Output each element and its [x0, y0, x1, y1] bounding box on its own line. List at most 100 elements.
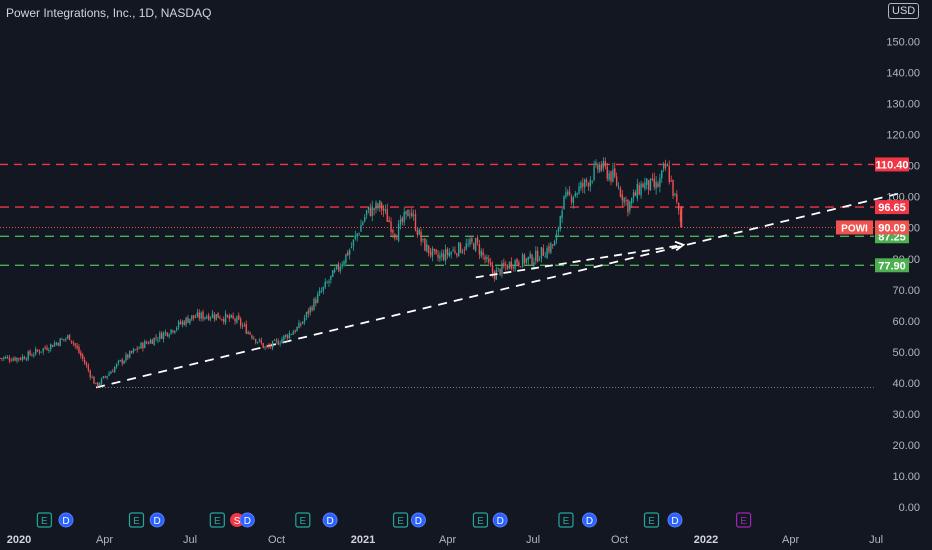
price-axis[interactable]: 0.0010.0020.0030.0040.0050.0060.0070.008…	[886, 37, 920, 514]
currency-button[interactable]: USD	[888, 3, 920, 19]
dividend-icon[interactable]: D	[58, 512, 74, 528]
candle	[115, 363, 118, 369]
candle	[501, 260, 503, 278]
candle	[202, 309, 204, 322]
candle	[0, 357, 1, 359]
level-tag-text: 96.65	[878, 202, 906, 214]
dividend-icon[interactable]: D	[239, 512, 255, 528]
candle	[183, 319, 185, 326]
earnings-icon[interactable]: E	[36, 512, 52, 528]
candle	[552, 244, 554, 249]
candle	[454, 246, 456, 255]
earnings-icon[interactable]: E	[392, 512, 409, 528]
candle	[591, 180, 593, 185]
candle	[279, 340, 281, 347]
candle	[478, 240, 481, 260]
candle	[223, 316, 225, 325]
earnings-icon[interactable]: E	[128, 512, 145, 528]
candle	[12, 356, 14, 362]
candle	[484, 254, 486, 264]
time-axis[interactable]: 2020 Apr Jul Oct 2021 Apr Jul Oct 2022 Apr Jul	[7, 534, 883, 546]
candle	[187, 314, 189, 323]
candle	[251, 334, 253, 340]
candle	[360, 219, 362, 232]
candle	[520, 266, 522, 268]
candle	[168, 332, 170, 339]
earnings-icon[interactable]: E	[472, 512, 489, 528]
svg-text:E: E	[648, 516, 655, 527]
candle	[350, 242, 353, 249]
earnings-icon[interactable]: E	[735, 512, 752, 528]
candle	[145, 340, 148, 345]
candle	[129, 350, 131, 359]
candle	[636, 178, 639, 202]
candle	[125, 352, 127, 363]
candle	[523, 253, 526, 267]
candle	[516, 257, 518, 265]
candle	[83, 356, 86, 365]
candle	[617, 182, 620, 190]
split-icon[interactable]: S	[230, 513, 245, 527]
candle	[42, 347, 44, 355]
candle	[668, 160, 670, 185]
candle	[593, 160, 595, 182]
candle	[587, 181, 590, 191]
dividend-icon[interactable]: D	[492, 512, 508, 528]
candle	[576, 192, 578, 199]
candle	[174, 330, 176, 335]
dividend-icon[interactable]: D	[667, 512, 683, 528]
candle	[286, 333, 289, 342]
candle	[550, 241, 552, 255]
earnings-icon[interactable]: E	[558, 512, 574, 528]
candle	[365, 209, 368, 219]
earnings-icon[interactable]: E	[643, 512, 660, 528]
candle	[664, 159, 667, 172]
candle	[619, 186, 622, 198]
svg-text:D: D	[326, 516, 333, 527]
candle	[655, 175, 657, 195]
candle	[651, 173, 654, 182]
trend-line[interactable]	[95, 192, 899, 389]
price-tick-label: 10.00	[892, 471, 920, 483]
candle	[117, 359, 120, 366]
candle	[110, 370, 112, 374]
candle	[559, 215, 561, 232]
dividend-icon[interactable]: D	[410, 512, 426, 528]
candle	[217, 312, 219, 319]
time-tick-label: Jul	[183, 534, 197, 546]
candle	[51, 344, 54, 348]
candle	[301, 321, 304, 325]
price-tick-label: 40.00	[892, 378, 920, 390]
candle	[91, 375, 93, 379]
horizontal-level-lines	[0, 163, 874, 389]
candle	[644, 177, 646, 192]
earnings-icon[interactable]: E	[209, 512, 225, 528]
candle	[437, 250, 439, 262]
dividend-icon[interactable]: D	[149, 512, 165, 528]
candle	[324, 278, 326, 290]
trend-line-layer	[95, 192, 899, 389]
candle	[132, 347, 135, 354]
candle	[271, 340, 274, 351]
projection-arrow-line[interactable]	[475, 243, 684, 279]
candle	[87, 363, 90, 373]
candle	[670, 175, 672, 183]
dividend-icon[interactable]: D	[581, 512, 597, 528]
candle	[97, 381, 99, 389]
candle	[659, 173, 661, 193]
candle	[676, 190, 678, 205]
candle	[100, 377, 103, 386]
candle	[521, 252, 524, 268]
price-tick-label: 60.00	[892, 316, 920, 328]
candle	[23, 355, 26, 360]
candle	[144, 339, 146, 349]
projection-arrow-head	[674, 240, 686, 251]
dividend-icon[interactable]: D	[322, 512, 338, 528]
earnings-icon[interactable]: E	[295, 512, 311, 528]
candle	[506, 264, 509, 270]
candle	[78, 344, 80, 355]
candle	[10, 357, 12, 362]
candle	[40, 351, 43, 353]
candle	[621, 189, 623, 207]
